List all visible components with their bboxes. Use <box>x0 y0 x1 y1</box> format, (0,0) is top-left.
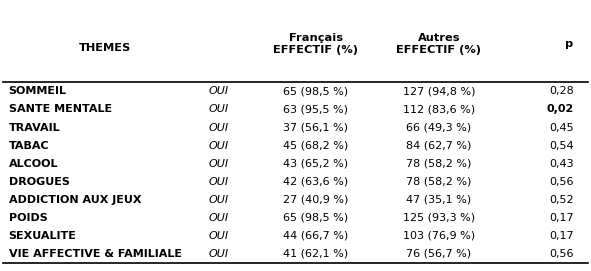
Text: DROGUES: DROGUES <box>9 177 70 187</box>
Text: SEXUALITE: SEXUALITE <box>9 231 76 241</box>
Text: OUI: OUI <box>208 141 228 151</box>
Text: 0,28: 0,28 <box>549 86 574 96</box>
Text: 0,52: 0,52 <box>549 195 574 205</box>
Text: OUI: OUI <box>208 231 228 241</box>
Text: OUI: OUI <box>208 122 228 133</box>
Text: 42 (63,6 %): 42 (63,6 %) <box>284 177 349 187</box>
Text: 125 (93,3 %): 125 (93,3 %) <box>403 213 475 223</box>
Text: 27 (40,9 %): 27 (40,9 %) <box>283 195 349 205</box>
Text: Autres
EFFECTIF (%): Autres EFFECTIF (%) <box>397 33 482 55</box>
Text: 127 (94,8 %): 127 (94,8 %) <box>402 86 475 96</box>
Text: OUI: OUI <box>208 195 228 205</box>
Text: 45 (68,2 %): 45 (68,2 %) <box>283 141 349 151</box>
Text: p: p <box>566 39 574 49</box>
Text: SANTE MENTALE: SANTE MENTALE <box>9 105 112 114</box>
Text: 78 (58,2 %): 78 (58,2 %) <box>406 177 472 187</box>
Text: 0,02: 0,02 <box>546 105 574 114</box>
Text: OUI: OUI <box>208 249 228 259</box>
Text: 0,56: 0,56 <box>549 177 574 187</box>
Text: 0,54: 0,54 <box>549 141 574 151</box>
Text: OUI: OUI <box>208 105 228 114</box>
Text: 112 (83,6 %): 112 (83,6 %) <box>403 105 475 114</box>
Text: 47 (35,1 %): 47 (35,1 %) <box>407 195 472 205</box>
Text: 0,56: 0,56 <box>549 249 574 259</box>
Text: 65 (98,5 %): 65 (98,5 %) <box>284 86 349 96</box>
Text: 0,45: 0,45 <box>549 122 574 133</box>
Text: ADDICTION AUX JEUX: ADDICTION AUX JEUX <box>9 195 141 205</box>
Text: 37 (56,1 %): 37 (56,1 %) <box>284 122 349 133</box>
Text: Français
EFFECTIF (%): Français EFFECTIF (%) <box>274 33 359 55</box>
Text: 63 (95,5 %): 63 (95,5 %) <box>284 105 349 114</box>
Text: ALCOOL: ALCOOL <box>9 159 58 169</box>
Text: 78 (58,2 %): 78 (58,2 %) <box>406 159 472 169</box>
Text: 103 (76,9 %): 103 (76,9 %) <box>403 231 475 241</box>
Text: OUI: OUI <box>208 213 228 223</box>
Text: SOMMEIL: SOMMEIL <box>9 86 67 96</box>
Text: OUI: OUI <box>208 159 228 169</box>
Text: OUI: OUI <box>208 177 228 187</box>
Text: 76 (56,7 %): 76 (56,7 %) <box>407 249 472 259</box>
Text: 0,43: 0,43 <box>549 159 574 169</box>
Text: TABAC: TABAC <box>9 141 49 151</box>
Text: 84 (62,7 %): 84 (62,7 %) <box>406 141 472 151</box>
Text: 66 (49,3 %): 66 (49,3 %) <box>407 122 472 133</box>
Text: 41 (62,1 %): 41 (62,1 %) <box>284 249 349 259</box>
Text: 43 (65,2 %): 43 (65,2 %) <box>284 159 349 169</box>
Text: 0,17: 0,17 <box>549 231 574 241</box>
Text: 65 (98,5 %): 65 (98,5 %) <box>284 213 349 223</box>
Text: 0,17: 0,17 <box>549 213 574 223</box>
Text: OUI: OUI <box>208 86 228 96</box>
Text: POIDS: POIDS <box>9 213 47 223</box>
Text: 44 (66,7 %): 44 (66,7 %) <box>283 231 349 241</box>
Text: VIE AFFECTIVE & FAMILIALE: VIE AFFECTIVE & FAMILIALE <box>9 249 181 259</box>
Text: TRAVAIL: TRAVAIL <box>9 122 60 133</box>
Text: THEMES: THEMES <box>79 43 131 53</box>
